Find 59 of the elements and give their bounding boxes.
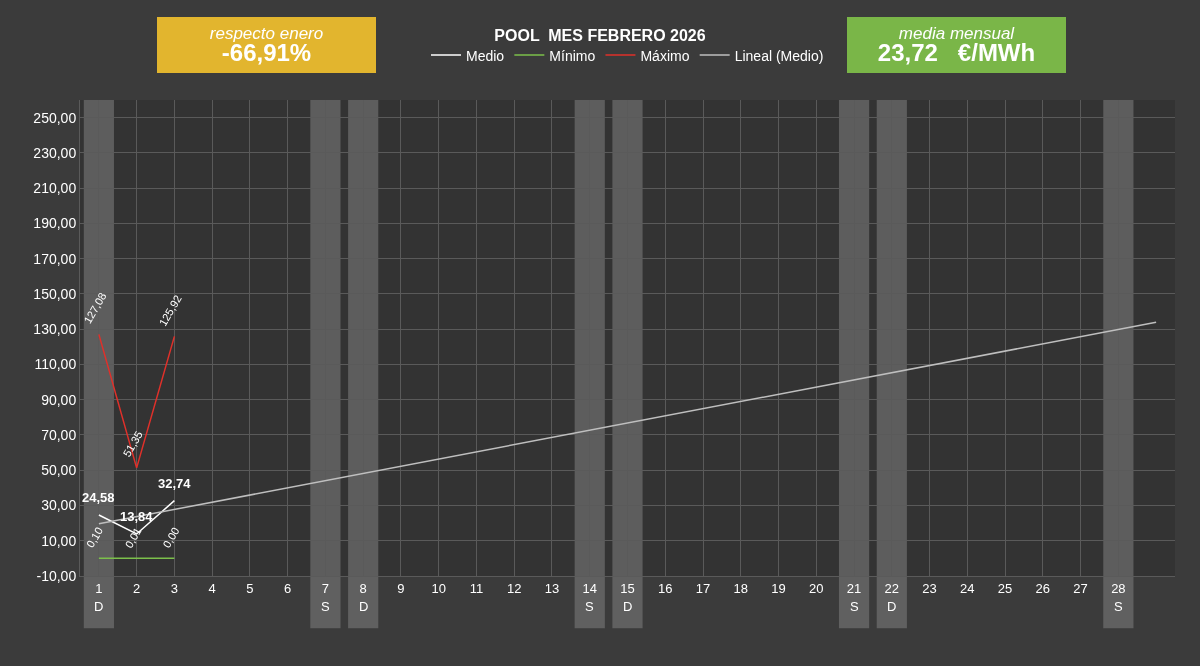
band-label: D bbox=[359, 599, 369, 614]
x-tick-label: 8 bbox=[359, 580, 367, 596]
x-tick-label: 7 bbox=[321, 580, 330, 596]
x-tick-label: 15 bbox=[620, 580, 635, 596]
x-tick-label: 6 bbox=[284, 580, 292, 596]
y-tick-label: 250,00 bbox=[33, 109, 77, 126]
x-tick-label: 13 bbox=[544, 580, 560, 596]
x-tick-label: 27 bbox=[1073, 580, 1088, 596]
y-tick-label: -10,00 bbox=[36, 567, 77, 584]
x-tick-label: 16 bbox=[658, 580, 673, 596]
y-tick-label: 190,00 bbox=[33, 215, 77, 232]
legend-label: Medio bbox=[466, 47, 505, 64]
y-tick-label: 110,00 bbox=[34, 356, 77, 373]
text: media mensual 23,72 €/MWh bbox=[877, 24, 1036, 67]
band-label: D bbox=[887, 599, 897, 614]
chart-title: POOL MES FEBRERO 2026 bbox=[494, 27, 706, 45]
x-tick-label: 10 bbox=[431, 580, 446, 596]
x-tick-label: 3 bbox=[170, 580, 179, 596]
y-tick-label: 210,00 bbox=[33, 180, 77, 197]
band-label: S bbox=[321, 599, 330, 614]
band-label: S bbox=[850, 599, 859, 614]
y-tick-label: 130,00 bbox=[33, 321, 77, 338]
legend-label: Máximo bbox=[640, 47, 690, 64]
y-tick-label: 230,00 bbox=[33, 144, 77, 161]
band-label: S bbox=[585, 599, 594, 614]
data-label: 24,58 bbox=[82, 490, 115, 505]
band-label: D bbox=[623, 599, 633, 614]
x-tick-label: 1 bbox=[95, 580, 103, 596]
y-tick-label: 10,00 bbox=[41, 532, 77, 549]
x-tick-label: 2 bbox=[133, 580, 141, 596]
y-tick-label: 50,00 bbox=[41, 462, 77, 479]
x-tick-label: 12 bbox=[506, 580, 522, 596]
x-tick-label: 21 bbox=[846, 580, 862, 596]
x-tick-label: 19 bbox=[771, 580, 786, 596]
band-label: S bbox=[1114, 599, 1123, 614]
band-label: D bbox=[94, 599, 104, 614]
legend-label: Lineal (Medio) bbox=[734, 47, 824, 64]
x-tick-label: 28 bbox=[1111, 580, 1126, 596]
x-tick-label: 14 bbox=[582, 580, 597, 596]
x-tick-label: 20 bbox=[809, 580, 824, 596]
x-tick-label: 24 bbox=[960, 580, 975, 596]
y-tick-label: 170,00 bbox=[33, 250, 77, 267]
y-tick-label: 90,00 bbox=[41, 391, 77, 408]
x-tick-label: 9 bbox=[397, 580, 405, 596]
y-tick-label: 150,00 bbox=[33, 285, 77, 302]
x-tick-label: 25 bbox=[997, 580, 1013, 596]
text: respecto enero -66,91% bbox=[209, 24, 324, 67]
x-tick-label: 17 bbox=[695, 580, 711, 596]
x-tick-label: 23 bbox=[922, 580, 937, 596]
x-tick-label: 18 bbox=[733, 580, 749, 596]
x-tick-label: 5 bbox=[246, 580, 254, 596]
x-tick-label: 22 bbox=[884, 580, 900, 596]
y-tick-label: 30,00 bbox=[41, 497, 77, 514]
x-tick-label: 4 bbox=[208, 580, 216, 596]
legend-label: Mínimo bbox=[549, 47, 596, 64]
x-tick-label: 26 bbox=[1035, 580, 1051, 596]
x-tick-label: 11 bbox=[469, 580, 484, 596]
data-label: 32,74 bbox=[158, 476, 192, 491]
y-tick-label: 70,00 bbox=[41, 426, 77, 443]
